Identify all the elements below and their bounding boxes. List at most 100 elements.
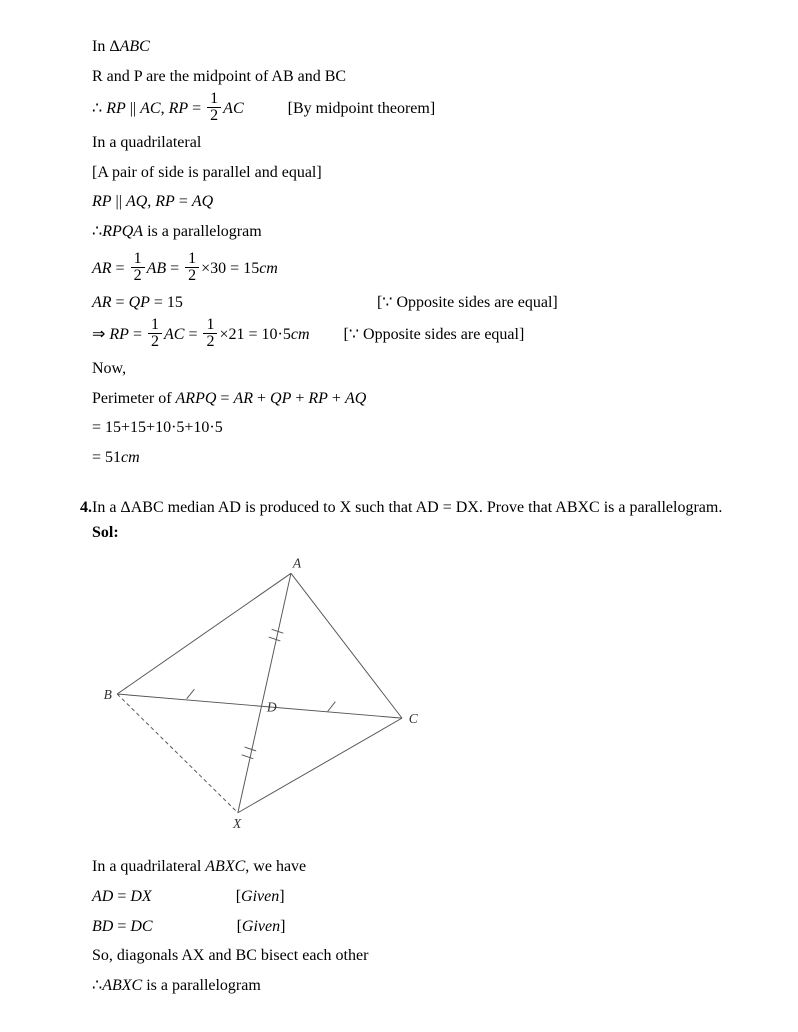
text-line: R and P are the midpoint of AB and BC (92, 64, 772, 90)
equals: = (113, 888, 130, 905)
var: AC (223, 100, 243, 117)
plus: + (253, 390, 270, 407)
triangle-name: ABC (120, 38, 150, 55)
given-note: [[Given]Given] (236, 884, 285, 910)
fraction: 12 (185, 251, 199, 284)
numerator: 1 (203, 317, 217, 334)
parallel: || (112, 193, 126, 210)
var: ARPQ (176, 390, 217, 407)
var: ABXC (205, 858, 245, 875)
text-line: In a quadrilateral ABXC, we have (92, 854, 772, 880)
var: AB (147, 260, 167, 277)
equals: = (216, 390, 233, 407)
plus: + (328, 390, 345, 407)
text: In a quadrilateral (92, 858, 205, 875)
equals: = (112, 294, 129, 311)
var: RP (92, 193, 112, 210)
theorem-note: [By midpoint theorem] (288, 96, 436, 122)
question-number: 4. (80, 495, 92, 521)
tick-mark (242, 755, 254, 759)
tick-mark (269, 637, 281, 641)
text-line: ∴RPQA is a parallelogram (92, 219, 772, 245)
numerator: 1 (207, 91, 221, 108)
unit: cm (291, 326, 310, 343)
fraction: 12 (203, 317, 217, 350)
numerator: 1 (185, 251, 199, 268)
text: is a parallelogram (143, 223, 262, 240)
unit: cm (121, 449, 140, 466)
therefore-symbol: ∴ (92, 977, 102, 994)
equals: = (166, 260, 183, 277)
tick-mark (245, 747, 257, 751)
var: QP (129, 294, 150, 311)
fraction: 12 (131, 251, 145, 284)
vertex-label-b: B (104, 687, 112, 702)
var: AC (164, 326, 184, 343)
reason-note: [∵ Opposite sides are equal] (377, 290, 558, 316)
diagonal-ax (238, 573, 291, 812)
denominator: 2 (203, 334, 217, 350)
var: AQ (192, 193, 213, 210)
text-line: So, diagonals AX and BC bisect each othe… (92, 943, 772, 969)
fraction: 12 (207, 91, 221, 124)
therefore-symbol: ∴ (92, 100, 102, 117)
equals: = (188, 100, 205, 117)
vertex-label-a: A (292, 555, 302, 570)
solution-3-block: In ΔABC R and P are the midpoint of AB a… (92, 34, 772, 471)
equation-line: ∴ RP || AC, RP = 12AC [By midpoint theor… (92, 93, 772, 126)
var: RP (109, 326, 129, 343)
question-4-block: 4. In a ΔABC median AD is produced to X … (40, 495, 758, 999)
given-note: [Given] (237, 914, 286, 940)
var: BD (92, 918, 113, 935)
equals: = (112, 260, 129, 277)
var: DX (130, 888, 151, 905)
equation-line: BD = DC [Given] (92, 914, 772, 940)
var: RP (106, 100, 126, 117)
question-text: In a ΔABC median AD is produced to X suc… (92, 495, 772, 521)
tick-mark (187, 689, 195, 699)
denominator: 2 (131, 268, 145, 284)
vertex-label-c: C (409, 711, 419, 726)
var: AQ (126, 193, 147, 210)
var: AR (92, 260, 112, 277)
vertex-label-d: D (266, 699, 277, 714)
numerator: 1 (131, 251, 145, 268)
var: RP (169, 100, 189, 117)
var: RP (308, 390, 328, 407)
equals: = (175, 193, 192, 210)
value: = 51 (92, 449, 121, 466)
conclusion-line: ∴ABXC is a parallelogram (92, 973, 772, 999)
equation-line: AD = DX [[Given]Given] (92, 884, 772, 910)
calc: ×30 = 15 (201, 260, 259, 277)
equation-line: AR = 12AB = 12×30 = 15cm (92, 253, 772, 286)
fraction: 12 (148, 317, 162, 350)
tick-mark (328, 701, 336, 711)
calc-line: = 15+15+10·5+10·5 (92, 415, 772, 441)
text-line: In a quadrilateral (92, 130, 772, 156)
edge-ac (291, 573, 402, 718)
equation-line: AR = QP = 15 [∵ Opposite sides are equal… (92, 290, 772, 316)
var: RP (155, 193, 175, 210)
var: AQ (345, 390, 366, 407)
edge-ab (117, 573, 291, 694)
var: AC (140, 100, 160, 117)
edge-cx (238, 718, 402, 813)
vertex-label-x: X (232, 816, 242, 831)
implies-symbol: ⇒ (92, 326, 109, 343)
calc: ×21 = 10·5 (219, 326, 290, 343)
var: RPQA (102, 223, 143, 240)
equals: = (184, 326, 201, 343)
reason-note: [∵ Opposite sides are equal] (344, 322, 525, 348)
text: is a parallelogram (142, 977, 261, 994)
result-line: = 51cm (92, 445, 772, 471)
text: , we have (245, 858, 306, 875)
denominator: 2 (148, 334, 162, 350)
var: DC (130, 918, 152, 935)
var: AD (92, 888, 113, 905)
edge-bx-dashed (117, 694, 238, 813)
therefore-symbol: ∴ (92, 223, 102, 240)
plus: + (291, 390, 308, 407)
var: AR (92, 294, 112, 311)
var: QP (270, 390, 291, 407)
equals: = (113, 918, 130, 935)
